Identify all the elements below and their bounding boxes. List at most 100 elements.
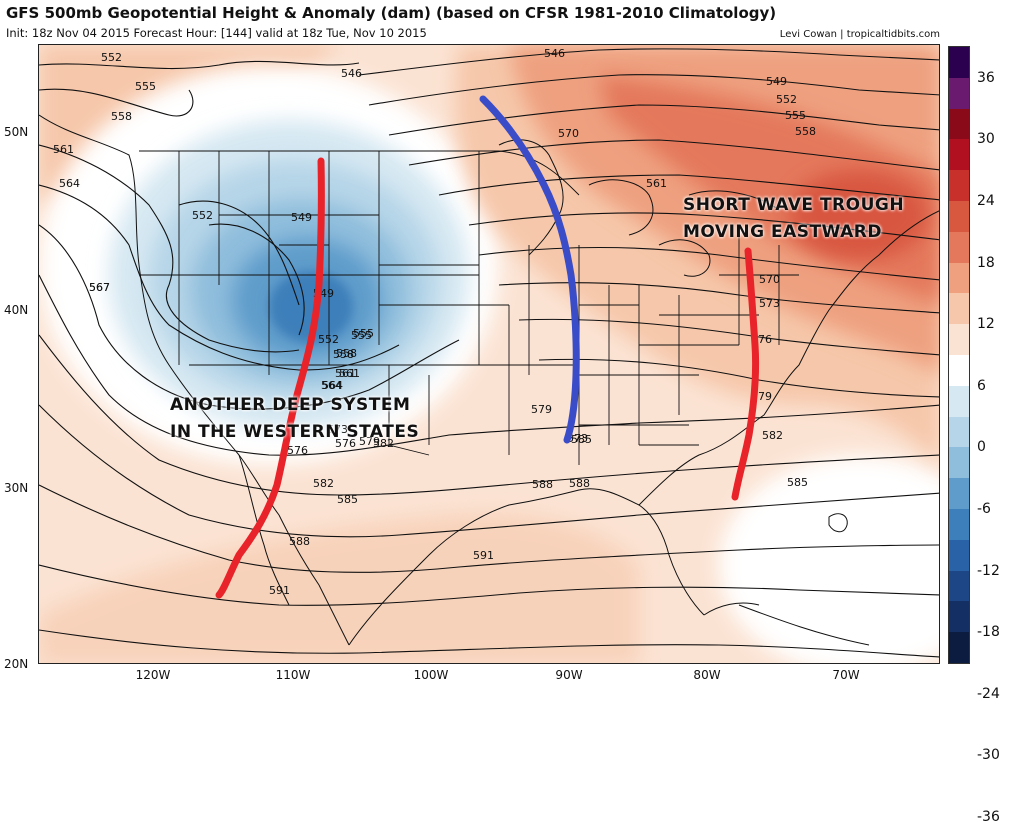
contour-label: 579 (359, 435, 380, 448)
contour-label: 561 (646, 177, 667, 190)
contour-label: 564 (59, 177, 80, 190)
colorbar-tick-label: 12 (977, 316, 995, 333)
credit-text: Levi Cowan | tropicaltidbits.com (779, 29, 940, 40)
contour-label: 546 (544, 47, 565, 60)
contour-label: 591 (473, 549, 494, 562)
anomaly-south-pink (39, 514, 639, 663)
contour-label: 585 (337, 493, 358, 506)
colorbar-tick-label: -6 (977, 501, 991, 517)
map-title: GFS 500mb Geopotential Height & Anomaly … (6, 4, 777, 22)
contour-label: 588 (569, 477, 590, 490)
contour-label: 558 (336, 347, 357, 360)
colorbar-segment (949, 324, 969, 356)
height-contours (39, 48, 939, 658)
colorbar-segment (949, 77, 969, 110)
contour-label: 552 (776, 93, 797, 106)
colorbar-tick-label: 24 (977, 193, 995, 209)
contour-label: 567 (89, 281, 110, 294)
colorbar-segment (949, 385, 969, 418)
annotation-east-line1: SHORT WAVE TROUGH (683, 195, 905, 215)
contour-label: 591 (269, 584, 290, 597)
contour-label: 585 (571, 433, 592, 446)
contour-label: 570 (558, 127, 579, 140)
colorbar-tick-label: -18 (977, 624, 1000, 641)
map-svg: 552 555 558 561 564 567 546 549 552 555 … (39, 45, 939, 663)
colorbar-segment (949, 478, 969, 510)
colorbar-segment (949, 47, 969, 79)
contour-label: 588 (532, 478, 553, 491)
colorbar-segment (949, 139, 969, 171)
colorbar-tick-label: 6 (977, 377, 986, 394)
lat-label: 20N (4, 657, 29, 671)
contour-label: 558 (795, 125, 816, 138)
colorbar-segment (949, 539, 969, 572)
coastlines (39, 114, 939, 646)
eastern-trough-axis (731, 247, 760, 501)
colorbar-segment (949, 601, 969, 633)
contour-label: 552 (318, 333, 339, 346)
colorbar-tick-label: 18 (977, 254, 995, 271)
contour-label: 552 (101, 51, 122, 64)
lat-label: 30N (4, 481, 29, 495)
colorbar-tick-label: -36 (977, 809, 1000, 825)
contour-label: 546 (341, 67, 362, 80)
annotation-west-line2: IN THE WESTERN STATES (170, 422, 420, 442)
colorbar-segment (949, 416, 969, 448)
contour-label: 561 (335, 367, 356, 380)
lat-label: 40N (4, 303, 29, 317)
contour-label: 555 (135, 80, 156, 93)
lon-label: 100W (413, 668, 449, 682)
contour-label: 555 (785, 109, 806, 122)
contour-label: 582 (762, 429, 783, 442)
colorbar-tick-label: 0 (977, 439, 986, 456)
lon-label: 70W (832, 668, 860, 682)
colorbar-segment (949, 231, 969, 264)
colorbar-segment (949, 293, 969, 325)
contour-label: 573 (327, 423, 348, 436)
colorbar-segment (949, 632, 969, 664)
contour-label: 558 (333, 348, 354, 361)
lon-label: 80W (693, 668, 721, 682)
colorbar-tick-label: 36 (977, 69, 995, 86)
contour-label: 573 (759, 297, 780, 310)
borders (139, 150, 799, 465)
lat-label: 50N (4, 125, 29, 139)
contour-labels: 552 555 558 561 564 567 546 549 552 555 … (53, 47, 816, 597)
colorbar-tick-label: -24 (977, 685, 1000, 702)
lon-label: 120W (135, 668, 171, 682)
contour-label: 549 (291, 211, 312, 224)
contour-label: 579 (531, 403, 552, 416)
colorbar-tick-label: 30 (977, 131, 995, 148)
map-subtitle: Init: 18z Nov 04 2015 Forecast Hour: [14… (6, 26, 427, 40)
contour-label: 576 (287, 444, 308, 457)
contour-label: 564 (322, 379, 343, 392)
contour-label: 576 (335, 437, 356, 450)
contour-label: 555 (353, 327, 374, 340)
contour-label: 564 (321, 379, 342, 392)
contour-label: 570 (759, 273, 780, 286)
contour-label: 573 (567, 432, 588, 445)
map-panel: 552 555 558 561 564 567 546 549 552 555 … (38, 44, 940, 664)
contour-label: 582 (373, 437, 394, 450)
colorbar-segment (949, 262, 969, 294)
contour-label: 582 (313, 477, 334, 490)
colorbar-segment (949, 170, 969, 202)
colorbar-segment (949, 570, 969, 602)
contour-label: 588 (289, 535, 310, 548)
contour-label: 549 (766, 75, 787, 88)
contour-label: 555 (351, 329, 372, 342)
colorbar-segment (949, 447, 969, 479)
colorbar-tick-label: -12 (977, 562, 1000, 579)
western-trough-axis (215, 157, 325, 599)
contour-label: 561 (339, 367, 360, 380)
colorbar-segment (949, 355, 969, 387)
contour-label: 561 (53, 143, 74, 156)
annotation-west-line1: ANOTHER DEEP SYSTEM (170, 395, 411, 415)
colorbar-segment (949, 201, 969, 233)
colorbar-tick-label: -30 (977, 747, 1000, 764)
colorbar-segment (949, 509, 969, 541)
contour-label: 567 (89, 281, 110, 294)
annotation-east-line2: MOVING EASTWARD (683, 222, 882, 242)
central-ridge-axis (479, 95, 580, 444)
positive-anomaly-field (455, 45, 939, 464)
